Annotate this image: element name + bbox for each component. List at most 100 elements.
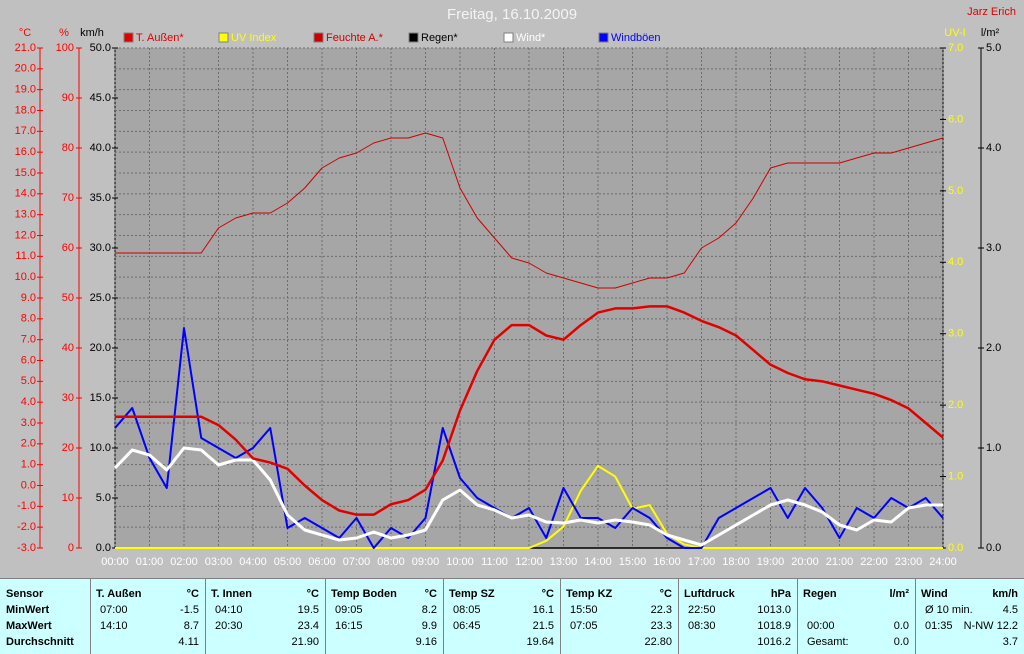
y-tick-label: 80 — [62, 142, 74, 154]
cell-left: Gesamt: — [807, 636, 849, 648]
axis-unit: km/h — [80, 27, 104, 39]
y-tick-label: 1.0 — [948, 470, 963, 482]
cell-left: 08:30 — [688, 620, 716, 632]
y-tick-label: 21.0 — [15, 42, 36, 54]
y-tick-label: 9.0 — [21, 292, 36, 304]
legend-label: Windböen — [611, 32, 661, 44]
cell-value: 22.80 — [644, 636, 672, 648]
legend-swatch — [503, 32, 514, 43]
y-tick-label: 70 — [62, 192, 74, 204]
y-tick-label: 6.0 — [21, 354, 36, 366]
column-unit: hPa — [770, 588, 791, 600]
series-line — [114, 327, 944, 549]
y-tick-label: 16.0 — [15, 146, 36, 158]
x-tick-label: 07:00 — [343, 556, 371, 568]
axis-unit: UV-I — [944, 27, 965, 39]
x-tick-label: 18:00 — [722, 556, 750, 568]
y-tick-label: 10 — [62, 492, 74, 504]
column-sep — [205, 579, 206, 654]
column-name: Regen — [803, 588, 837, 600]
y-tick-label: 25.0 — [90, 292, 111, 304]
x-tick-label: 09:00 — [412, 556, 440, 568]
x-tick-label: 23:00 — [895, 556, 923, 568]
y-tick-label: 100 — [56, 42, 74, 54]
series-line — [113, 446, 943, 547]
column-name: Wind — [921, 588, 948, 600]
cell-left: 07:00 — [100, 604, 128, 616]
y-tick-label: 19.0 — [15, 84, 36, 96]
column-unit: °C — [186, 588, 199, 600]
column-sep — [443, 579, 444, 654]
cell-value: 1018.9 — [757, 620, 791, 632]
x-tick-label: 19:00 — [757, 556, 785, 568]
y-tick-label: 18.0 — [15, 104, 36, 116]
column-name: Temp KZ — [566, 588, 613, 600]
y-tick-label: 2.0 — [948, 399, 963, 411]
x-tick-label: 12:00 — [515, 556, 543, 568]
cell-left: Ø 10 min. — [925, 604, 973, 616]
y-tick-label: -1.0 — [17, 500, 36, 512]
legend-swatch — [313, 32, 324, 43]
row-label: MaxWert — [6, 620, 52, 632]
x-tick-label: 24:00 — [929, 556, 957, 568]
y-tick-label: 1.0 — [986, 442, 1001, 454]
row-label: Sensor — [6, 588, 44, 600]
cell-value: 1013.0 — [757, 604, 791, 616]
cell-value: 19.64 — [526, 636, 554, 648]
x-tick-label: 03:00 — [205, 556, 233, 568]
row-label: MinWert — [6, 604, 50, 616]
column-unit: km/h — [992, 588, 1018, 600]
axis-unit: °C — [19, 27, 31, 39]
x-tick-label: 16:00 — [653, 556, 681, 568]
x-tick-label: 04:00 — [239, 556, 267, 568]
y-tick-label: 50 — [62, 292, 74, 304]
y-tick-label: 17.0 — [15, 125, 36, 137]
cell-left: 00:00 — [807, 620, 835, 632]
y-tick-label: 0.0 — [21, 479, 36, 491]
y-tick-label: 30.0 — [90, 242, 111, 254]
column-sep — [325, 579, 326, 654]
cell-value: 8.2 — [421, 604, 437, 616]
legend-label: T. Außen* — [136, 32, 184, 44]
cell-left: 07:05 — [570, 620, 598, 632]
cell-left: 09:05 — [335, 604, 363, 616]
column-unit: °C — [541, 588, 554, 600]
y-tick-label: 4.0 — [986, 142, 1001, 154]
legend-label: Feuchte A.* — [326, 32, 384, 44]
x-tick-label: 02:00 — [170, 556, 198, 568]
legend-swatch — [123, 32, 134, 43]
y-tick-label: 5.0 — [948, 185, 963, 197]
y-tick-label: 1.0 — [21, 459, 36, 471]
cell-value: 0.0 — [893, 620, 909, 632]
x-tick-label: 11:00 — [481, 556, 508, 568]
cell-value: 1016.2 — [757, 636, 791, 648]
y-tick-label: 10.0 — [15, 271, 36, 283]
x-tick-label: 00:00 — [101, 556, 129, 568]
axis-unit: l/m² — [981, 27, 1000, 39]
x-tick-label: 08:00 — [377, 556, 405, 568]
legend-label: Regen* — [421, 32, 458, 44]
legend-label: UV Index — [231, 32, 277, 44]
y-tick-label: 10.0 — [90, 442, 111, 454]
y-tick-label: 4.0 — [21, 396, 36, 408]
y-tick-label: 7.0 — [948, 42, 963, 54]
y-tick-label: 4.0 — [948, 256, 963, 268]
cell-left: 08:05 — [453, 604, 481, 616]
cell-value: 16.1 — [532, 604, 554, 616]
y-tick-label: 60 — [62, 242, 74, 254]
y-tick-label: 20.0 — [15, 63, 36, 75]
cell-value: 3.7 — [1002, 636, 1018, 648]
legend-swatch — [218, 32, 229, 43]
column-unit: °C — [306, 588, 319, 600]
series-line — [115, 464, 943, 549]
x-tick-label: 15:00 — [619, 556, 647, 568]
column-sep — [678, 579, 679, 654]
x-tick-label: 22:00 — [860, 556, 888, 568]
y-tick-label: 15.0 — [15, 167, 36, 179]
summary-table: Sensor MinWert MaxWert Durchschnitt T. Außen… — [0, 578, 1024, 654]
cell-left: 16:15 — [335, 620, 363, 632]
cell-left: 15:50 — [570, 604, 598, 616]
y-tick-label: 13.0 — [15, 209, 36, 221]
series-line — [115, 305, 944, 516]
